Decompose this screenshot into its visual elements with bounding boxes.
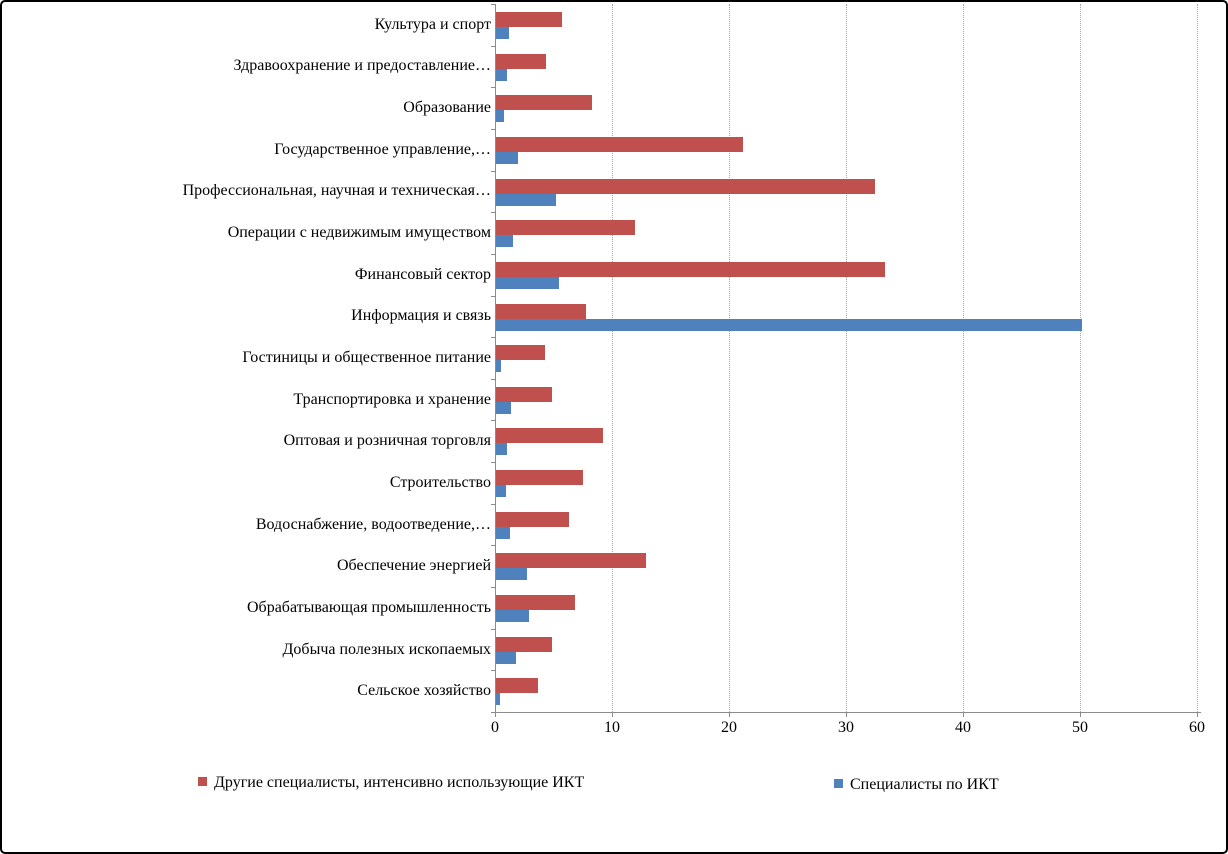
category-axis-tick [491,378,495,380]
category-axis-tick [491,628,495,630]
category-axis-tick [491,212,495,214]
gridline-10 [612,4,613,712]
bar-other-ict-specialists [495,553,646,569]
bar-ict-specialists [495,443,507,456]
category-axis-tick [491,462,495,464]
category-label: Здравоохранение и предоставление… [233,57,492,75]
category-label: Строительство [389,473,491,491]
category-axis-tick [491,420,495,422]
category-axis-tick [491,170,495,172]
bar-other-ict-specialists [495,178,876,194]
bar-other-ict-specialists [495,261,885,277]
gridline-60 [1197,4,1198,712]
bar-other-ict-specialists [495,12,562,27]
category-label: Транспортировка и хранение [293,390,491,408]
value-axis-tick-label: 40 [955,719,971,736]
value-axis-tick [729,712,730,717]
bar-ict-specialists [495,276,560,289]
category-axis-tick [491,45,495,47]
value-axis-tick [495,712,496,717]
category-axis-tick [491,87,495,89]
category-label: Обрабатывающая промышленность [247,598,491,616]
value-axis-tick [963,712,964,717]
category-label: Обеспечение энергией [336,557,491,575]
bar-ict-specialists [495,610,529,623]
bar-ict-specialists [495,360,501,373]
plot-area [495,4,1198,712]
legend-swatch-blue [834,779,843,788]
gridline-40 [963,4,964,712]
bar-ict-specialists [495,693,500,706]
category-axis-tick [491,503,495,505]
bar-other-ict-specialists [495,595,575,611]
bar-other-ict-specialists [495,470,583,486]
bar-other-ict-specialists [495,95,593,111]
bar-ict-specialists [495,151,519,164]
bar-ict-specialists [495,651,517,664]
category-axis-tick [491,587,495,589]
value-axis-tick-label: 0 [491,719,499,736]
value-axis-tick-label: 30 [838,719,854,736]
category-label: Добыча полезных ископаемых [282,640,491,658]
bar-ict-specialists [495,193,556,206]
value-axis-tick-label: 60 [1189,719,1205,736]
bar-other-ict-specialists [495,136,744,152]
value-axis-tick [846,712,847,717]
bar-ict-specialists [495,235,513,248]
bar-ict-specialists [495,110,505,123]
category-axis-tick [491,670,495,672]
category-label: Оптовая и розничная торговля [283,432,491,450]
value-axis-tick [1080,712,1081,717]
bar-ict-specialists [495,68,507,81]
category-axis-tick [491,337,495,339]
category-label: Гостиницы и общественное питание [242,349,491,366]
category-label: Операции с недвижимым имуществом [227,224,491,242]
category-label: Культура и спорт [374,15,491,33]
bar-ict-specialists [495,318,1083,331]
bar-other-ict-specialists [495,511,569,527]
legend-label-ict-specialists: Специалисты по ИКТ [850,776,999,793]
category-label: Сельское хозяйство [357,682,491,700]
gridline-20 [729,4,730,712]
legend-swatch-red [198,777,207,786]
category-label: Финансовый сектор [354,265,491,283]
bar-other-ict-specialists [495,636,553,652]
bar-other-ict-specialists [495,386,553,402]
gridline-30 [846,4,847,712]
bar-other-ict-specialists [495,678,539,694]
bar-other-ict-specialists [495,345,546,361]
category-label: Государственное управление,… [274,140,491,158]
category-axis-tick [491,253,495,255]
bar-ict-specialists [495,526,511,539]
category-label: Водоснабжение, водоотведение,… [255,515,491,533]
bar-ict-specialists [495,401,512,414]
legend-item-other-ict-specialists: Другие специалисты, интенсивно использую… [198,772,678,793]
bar-other-ict-specialists [495,303,587,319]
legend-label-other-ict-specialists: Другие специалисты, интенсивно использую… [214,774,585,791]
category-label: Образование [403,99,491,117]
gridline-50 [1080,4,1081,712]
value-axis-tick [1197,712,1198,717]
bar-ict-specialists [495,485,506,498]
value-axis-tick-label: 50 [1072,719,1088,736]
category-label: Информация и связь [351,307,491,325]
legend-item-ict-specialists: Специалисты по ИКТ [834,774,999,795]
bar-other-ict-specialists [495,53,547,69]
bar-other-ict-specialists [495,220,636,236]
category-axis-tick [491,4,495,5]
category-axis-tick [491,295,495,297]
category-label: Профессиональная, научная и техническая… [182,182,491,200]
category-axis-tick [491,545,495,547]
bar-ict-specialists [495,27,510,39]
legend: Другие специалисты, интенсивно использую… [2,764,1226,824]
value-axis-tick [612,712,613,717]
category-axis-line [495,4,496,712]
category-axis-tick [491,128,495,130]
bar-ict-specialists [495,568,527,581]
value-axis-tick-label: 20 [721,719,737,736]
bar-other-ict-specialists [495,428,603,444]
value-axis-tick-label: 10 [604,719,620,736]
